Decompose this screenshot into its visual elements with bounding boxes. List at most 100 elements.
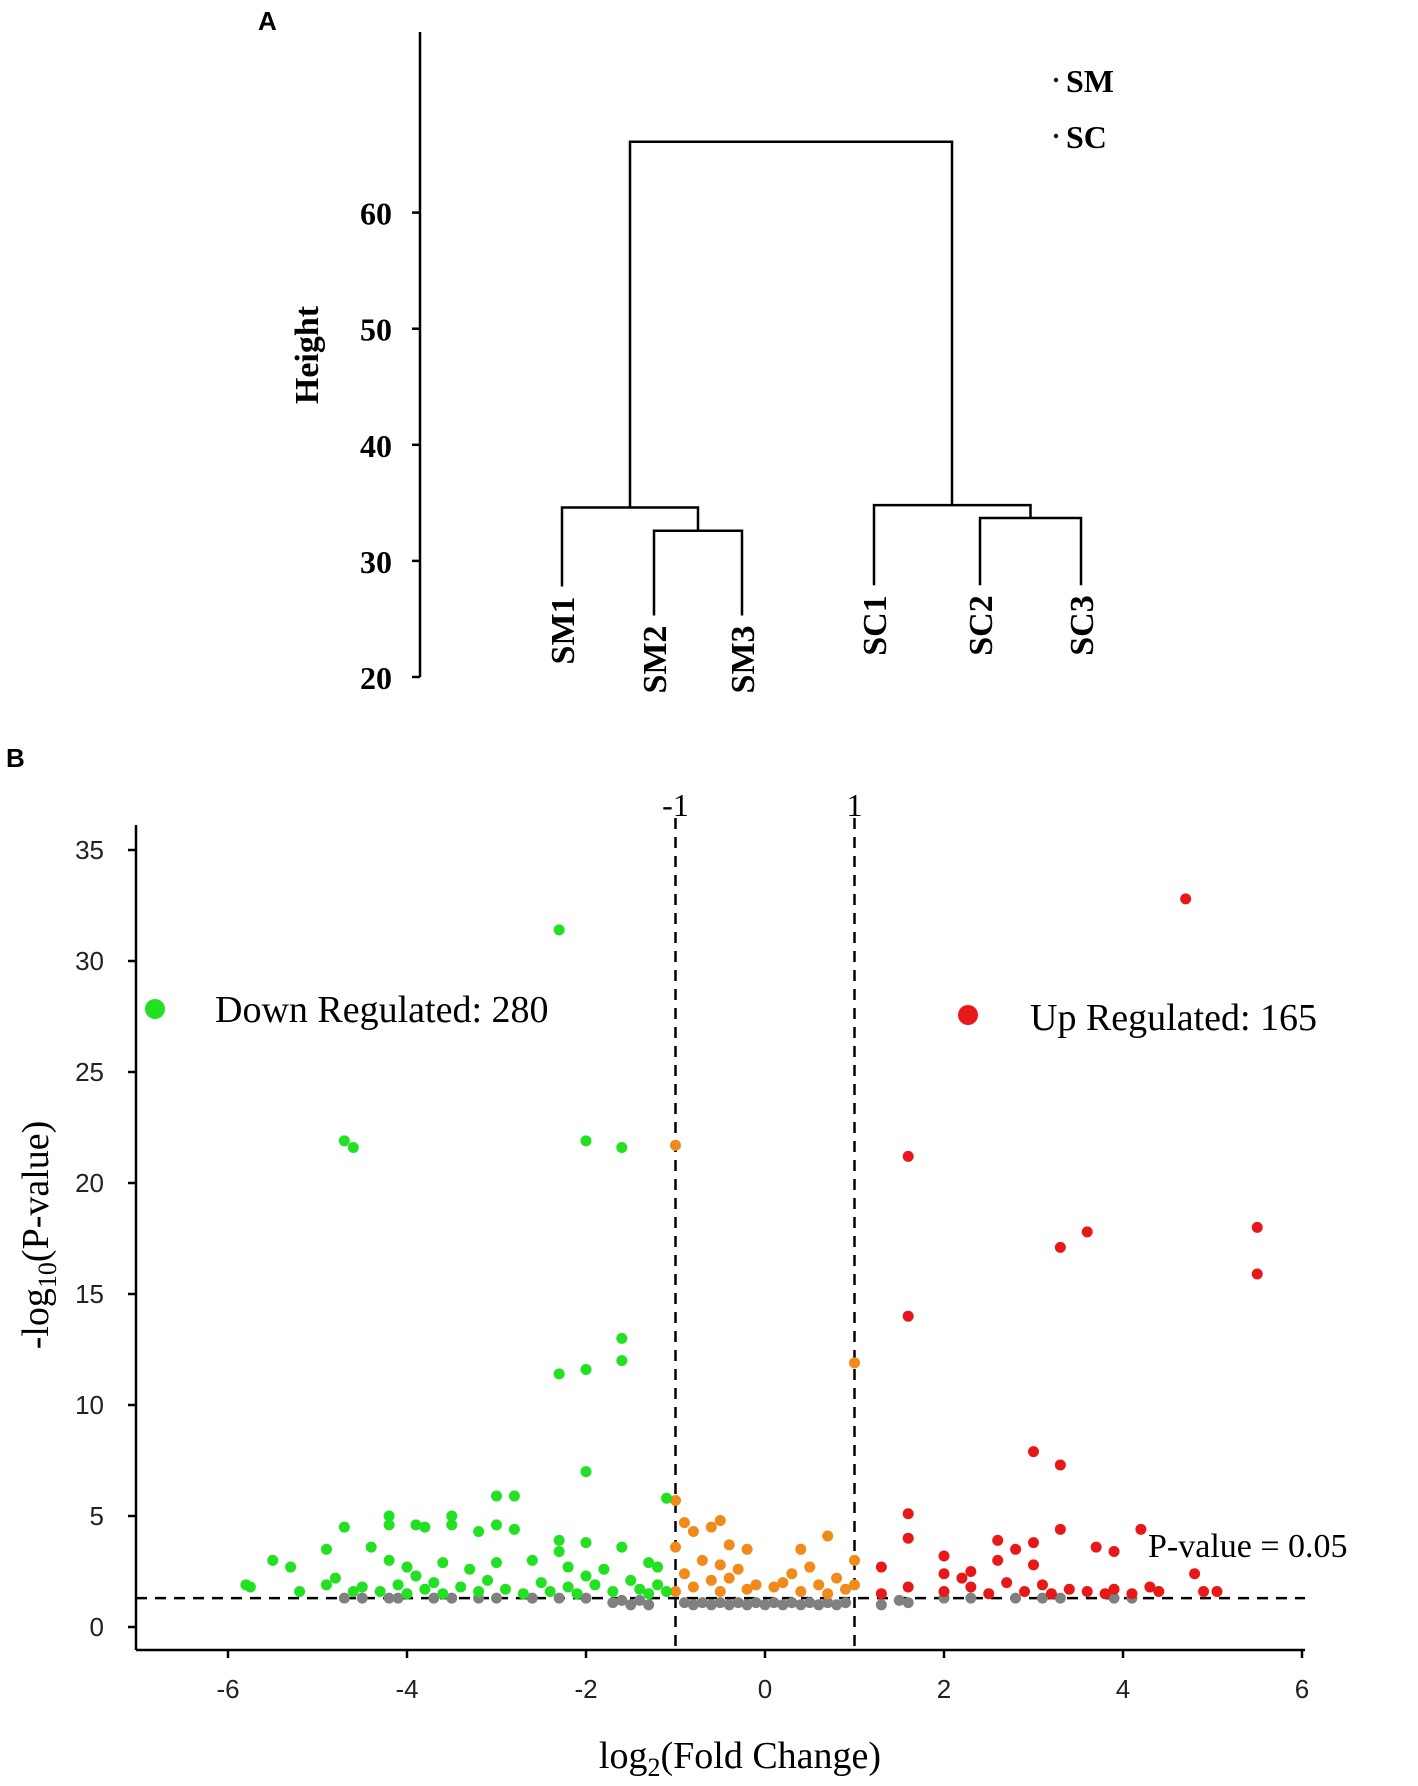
point-down-regulated-16 [419, 1521, 431, 1533]
point-down-regulated-17 [446, 1510, 458, 1522]
point-not-significant-p-0-05--20 [714, 1597, 726, 1609]
point-not-significant-p-0-05--33 [831, 1599, 843, 1611]
x-tick-label-6: 6 [1295, 1674, 1309, 1704]
point-down-regulated-15 [410, 1519, 422, 1531]
branch-sm-cluster [560, 506, 700, 587]
point-up-regulated-38 [1153, 1585, 1165, 1597]
x-tick-label-2: 2 [937, 1674, 951, 1704]
point-not-significant-log2fc-1--2 [670, 1494, 681, 1506]
point-down-regulated-7 [553, 1368, 565, 1380]
point-not-significant-p-0-05--17 [687, 1599, 699, 1611]
point-down-regulated-36 [562, 1561, 574, 1573]
point-down-regulated-27 [616, 1541, 628, 1553]
point-not-significant-p-0-05--41 [1036, 1592, 1048, 1604]
point-down-regulated-29 [267, 1554, 279, 1566]
point-not-significant-p-0-05--10 [580, 1592, 592, 1604]
point-up-regulated-0 [1180, 893, 1192, 905]
point-down-regulated-61 [571, 1588, 583, 1600]
leaf-label-sm2: SM2 [637, 625, 674, 693]
point-down-regulated-63 [607, 1585, 619, 1597]
point-not-significant-p-0-05--34 [840, 1597, 852, 1609]
point-down-regulated-64 [625, 1574, 637, 1586]
legend-label-sc: SC [1066, 119, 1107, 155]
point-not-significant-log2fc-1--15 [732, 1563, 744, 1575]
legend-dot-sm [1053, 77, 1059, 83]
point-down-regulated-30 [285, 1561, 297, 1573]
y-tick-label-5: 5 [90, 1501, 104, 1531]
point-not-significant-p-0-05--11 [607, 1597, 619, 1609]
point-not-significant-log2fc-1--16 [786, 1568, 798, 1580]
point-not-significant-log2fc-1--13 [696, 1554, 708, 1566]
volcano-ticks: -6 -4 -2 0 2 4 6 0 5 10 15 20 25 30 35 [75, 835, 1309, 1704]
point-not-significant-p-0-05--40 [1010, 1592, 1022, 1604]
dendrogram-branches [560, 140, 1083, 616]
point-up-regulated-1 [902, 1150, 914, 1162]
point-not-significant-p-0-05--42 [1054, 1592, 1066, 1604]
point-down-regulated-28 [320, 1543, 332, 1555]
point-up-regulated-12 [1135, 1523, 1147, 1535]
y-tick-label-15: 15 [75, 1279, 104, 1309]
point-up-regulated-7 [1028, 1446, 1039, 1458]
point-not-significant-log2fc-1--6 [678, 1517, 690, 1529]
point-up-regulated-26 [965, 1581, 977, 1593]
point-not-significant-p-0-05--25 [759, 1599, 771, 1611]
volcano-panel: -6 -4 -2 0 2 4 6 0 5 10 15 20 25 30 35 -1 1 P-value = … [15, 787, 1348, 1782]
dendrogram-legend: SM SC [1053, 63, 1114, 155]
dendrogram-y-ticks: 20 30 40 50 60 [360, 196, 420, 696]
point-not-significant-log2fc-1--33 [670, 1585, 681, 1597]
point-not-significant-p-0-05--37 [902, 1597, 914, 1609]
point-not-significant-log2fc-1--18 [831, 1572, 843, 1584]
point-not-significant-log2fc-1--22 [750, 1579, 762, 1591]
point-down-regulated-48 [392, 1579, 404, 1591]
x-tick-label-4: 4 [1116, 1674, 1130, 1704]
point-not-significant-p-0-05--19 [705, 1599, 717, 1611]
point-up-regulated-32 [1063, 1583, 1075, 1595]
point-not-significant-log2fc-1--1 [849, 1357, 860, 1369]
legend-label-up: Up Regulated: 165 [1030, 997, 1317, 1039]
point-not-significant-log2fc-1--17 [804, 1561, 816, 1573]
point-up-regulated-24 [902, 1581, 914, 1593]
point-up-regulated-33 [1081, 1585, 1093, 1597]
x-tick-label--6: -6 [216, 1674, 239, 1704]
point-down-regulated-55 [482, 1574, 494, 1586]
point-not-significant-p-0-05--30 [804, 1597, 816, 1609]
y-tick-label-30: 30 [75, 946, 104, 976]
point-down-regulated-24 [553, 1534, 565, 1546]
point-up-regulated-37 [1144, 1581, 1156, 1593]
point-down-regulated-47 [374, 1585, 386, 1597]
point-down-regulated-58 [535, 1577, 547, 1589]
point-down-regulated-12 [661, 1492, 673, 1504]
point-down-regulated-33 [464, 1563, 476, 1575]
y-tick-label-25: 25 [75, 1057, 104, 1087]
leaf-label-sc3: SC3 [1064, 595, 1101, 655]
point-not-significant-p-0-05--21 [723, 1599, 735, 1611]
volcano-points [240, 893, 1263, 1611]
point-down-regulated-46 [356, 1581, 368, 1593]
point-not-significant-log2fc-1--26 [840, 1583, 852, 1595]
point-up-regulated-16 [938, 1550, 950, 1562]
dendrogram-tick-label-30: 30 [360, 544, 392, 580]
point-not-significant-log2fc-1--29 [795, 1585, 807, 1597]
point-up-regulated-17 [965, 1566, 977, 1577]
point-not-significant-log2fc-1--28 [741, 1583, 753, 1595]
point-up-regulated-11 [1054, 1523, 1066, 1535]
point-not-significant-p-0-05--43 [1108, 1592, 1120, 1604]
point-not-significant-p-0-05--7 [491, 1592, 502, 1604]
point-not-significant-p-0-05--13 [625, 1599, 637, 1611]
dendrogram-y-axis-label: Height [289, 305, 326, 404]
volcano-y-axis-label: -log10(P-value) [15, 1121, 62, 1350]
point-not-significant-p-0-05--35 [875, 1599, 887, 1611]
point-down-regulated-43 [320, 1579, 332, 1591]
point-not-significant-log2fc-1--24 [777, 1577, 789, 1589]
dendrogram-tick-label-20: 20 [360, 660, 392, 696]
point-up-regulated-29 [1019, 1585, 1031, 1597]
point-not-significant-log2fc-1--23 [768, 1581, 780, 1593]
point-up-regulated-28 [1001, 1577, 1013, 1589]
dendrogram-tick-label-40: 40 [360, 428, 392, 464]
point-up-regulated-42 [956, 1572, 968, 1584]
point-up-regulated-2 [1054, 1241, 1066, 1253]
threshold-label-pos1: 1 [847, 787, 863, 823]
point-down-regulated-49 [401, 1588, 413, 1600]
point-not-significant-log2fc-1--3 [714, 1514, 726, 1526]
